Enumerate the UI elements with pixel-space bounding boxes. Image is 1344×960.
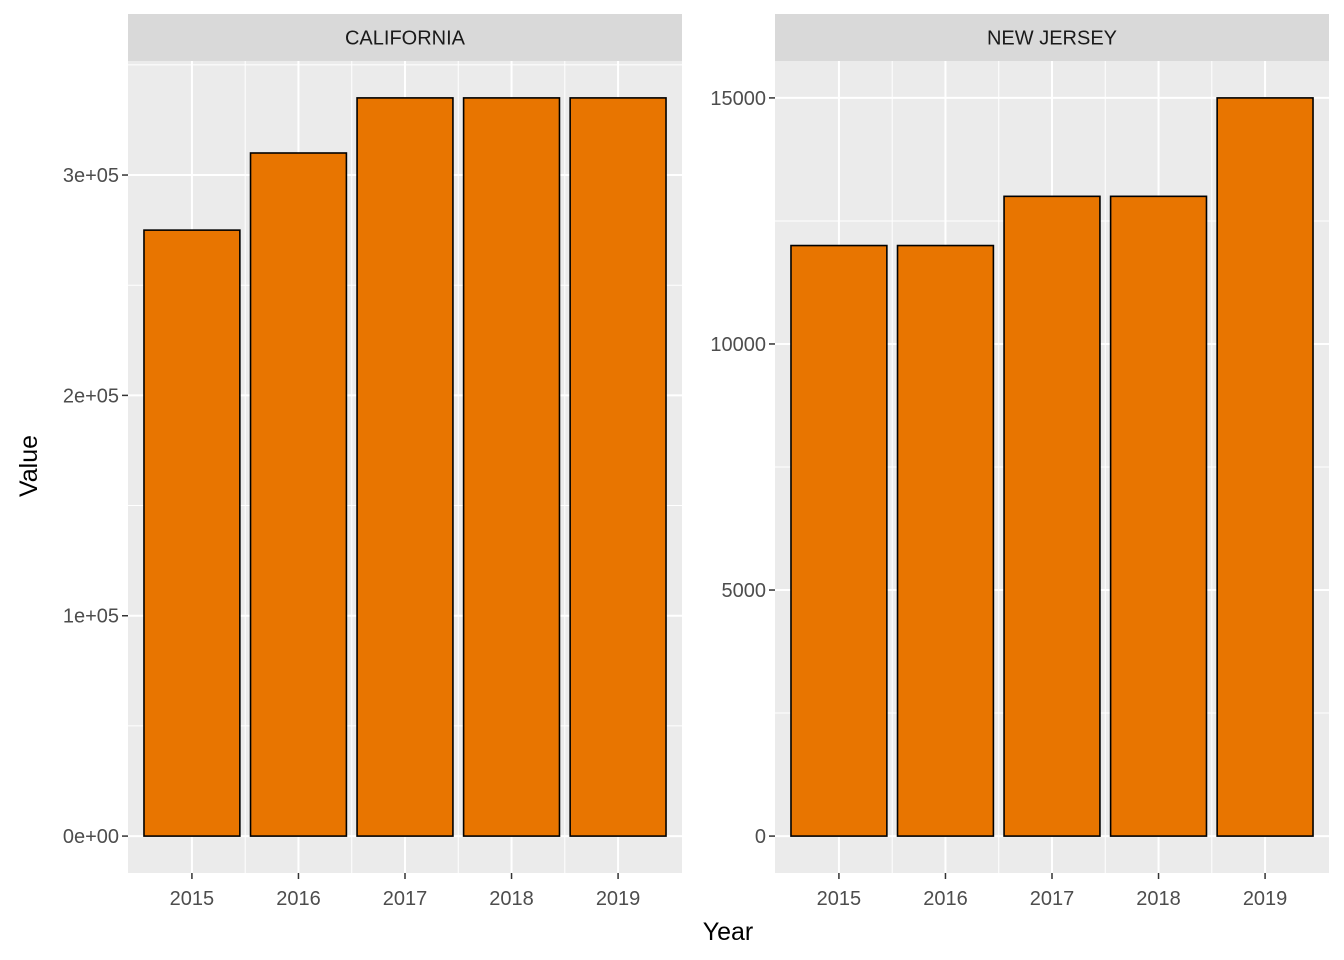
x-tick-label: 2017 [1030,888,1075,910]
x-tick-label: 2015 [817,888,862,910]
x-axis-title: Year [703,918,754,946]
y-tick-label: 3e+05 [63,165,119,187]
x-tick-label: 2017 [383,888,428,910]
x-tick-label: 2015 [170,888,215,910]
facet-strip [128,14,682,61]
facet-strip-label: NEW JERSEY [987,28,1117,50]
y-axis-title: Value [15,435,43,497]
bar-2017 [1003,195,1101,837]
x-tick-label: 2019 [1243,888,1288,910]
y-tick-label: 1e+05 [63,606,119,628]
panels: CALIFORNIA 0e+00 1e+05 2e+05 3e+05 2015 2016 20… [63,14,1329,910]
bar-2016 [249,152,348,837]
x-tick-label: 2016 [276,888,321,910]
bar-2019 [569,97,667,837]
facet-strip-label: CALIFORNIA [345,28,466,50]
x-tick-label: 2018 [1136,888,1181,910]
bar-2018 [462,97,561,837]
y-tick-label: 15000 [710,88,766,110]
panel-california: CALIFORNIA 0e+00 1e+05 2e+05 3e+05 2015 2016 20… [63,14,682,910]
y-tick-label: 2e+05 [63,385,119,407]
y-tick-label: 0 [755,826,766,848]
x-tick-label: 2019 [596,888,641,910]
y-tick-label: 0e+00 [63,826,119,848]
panel-new-jersey: NEW JERSEY 0 5000 10000 15000 2015 2016 2017 201… [710,14,1329,910]
x-tick-label: 2018 [489,888,534,910]
bar-2019 [1216,97,1314,837]
y-tick-label: 5000 [722,580,767,602]
bar-2015 [143,229,241,837]
x-tick-label: 2016 [923,888,968,910]
bar-2016 [896,244,995,837]
bar-2017 [356,97,454,837]
y-tick-label: 10000 [710,334,766,356]
bar-2015 [790,244,888,837]
facet-strip [775,14,1329,61]
bar-2018 [1109,195,1208,837]
